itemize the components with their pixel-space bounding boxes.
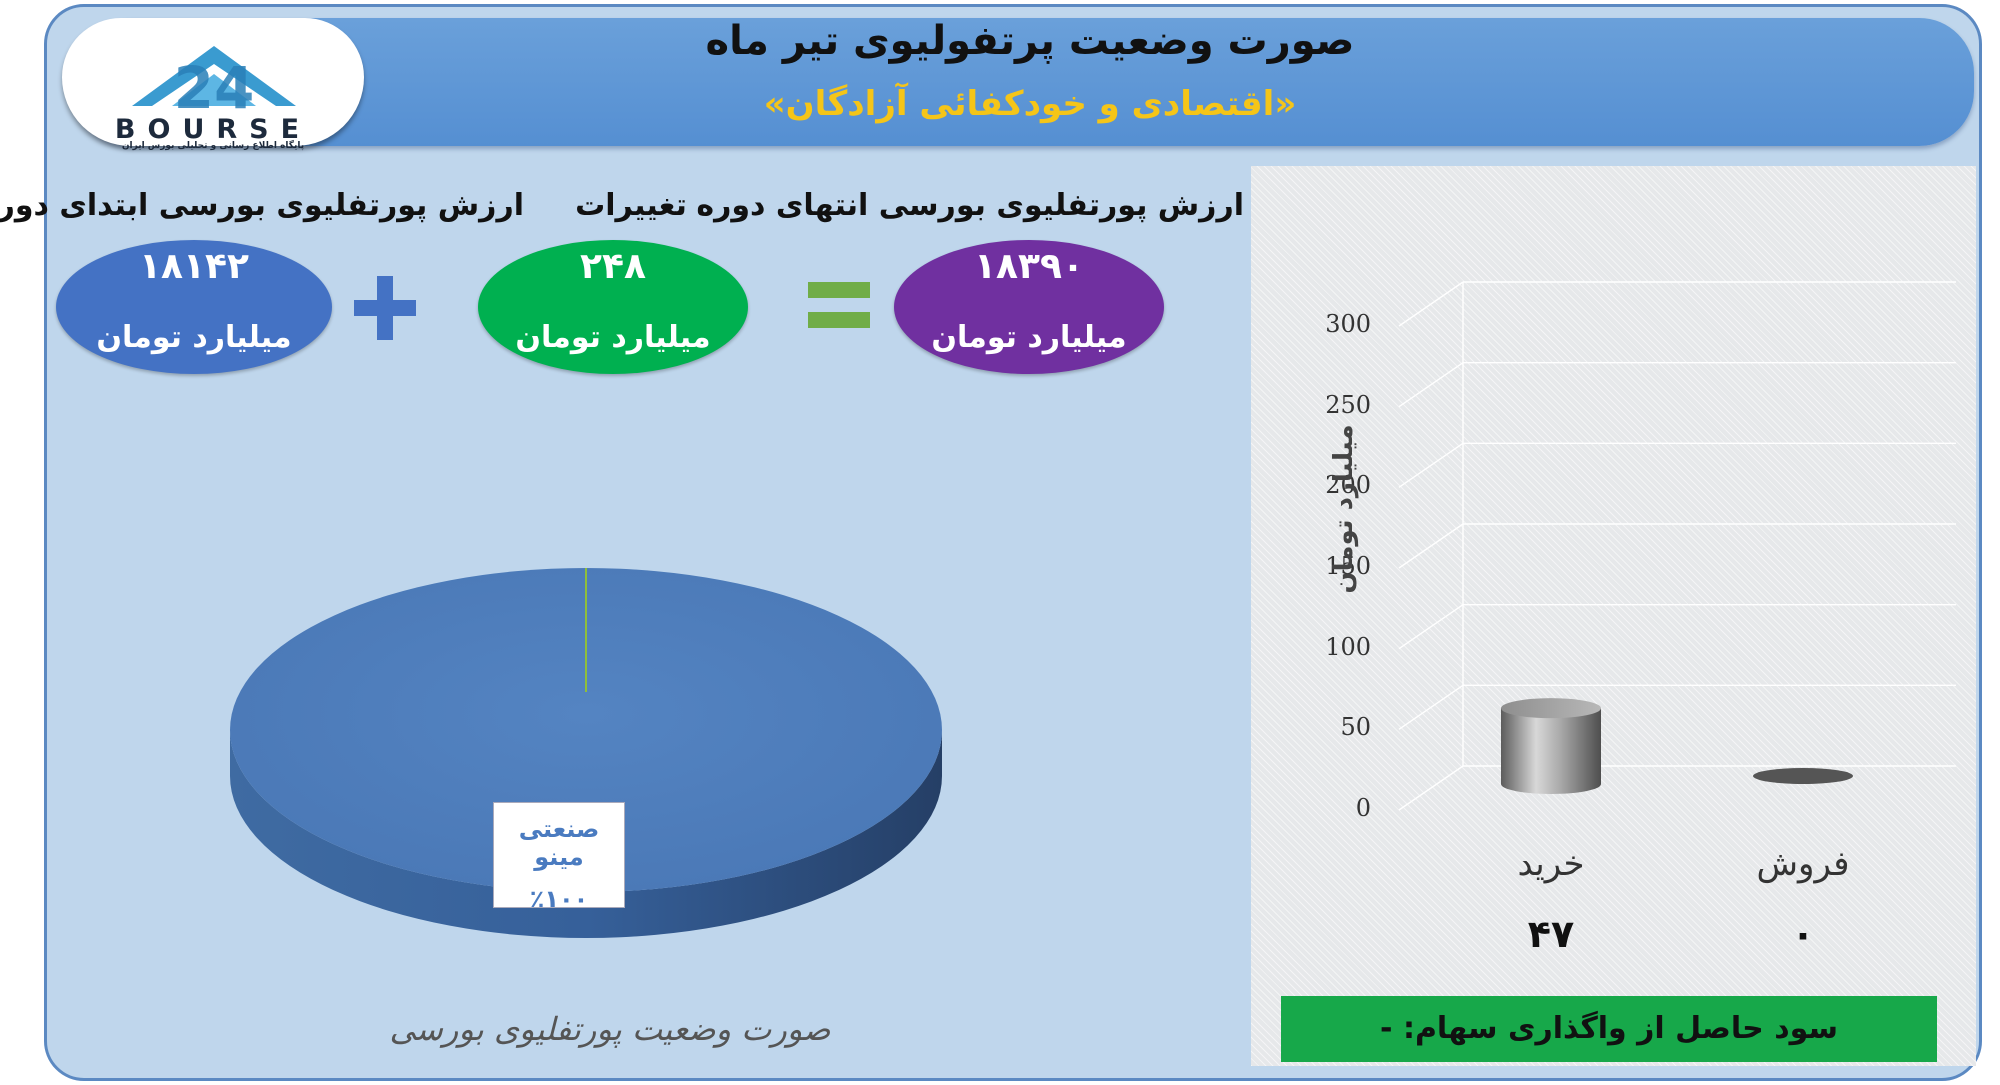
x-category-label: فروش xyxy=(1756,844,1850,884)
logo-mark: 24 xyxy=(174,54,255,122)
y-tick-label: 0 xyxy=(1355,794,1371,822)
bar-top xyxy=(1501,698,1601,719)
start-value: ۱۸۱۴۲ xyxy=(139,246,249,287)
change-unit: میلیارد تومان xyxy=(515,320,711,355)
x-category-label: خرید xyxy=(1517,844,1585,884)
end-value-label: ارزش پورتفلیوی بورسی انتهای دوره xyxy=(696,188,1244,223)
pie-slice-percent: ٪۱۰۰ xyxy=(529,885,589,913)
end-value: ۱۸۳۹۰ xyxy=(974,246,1084,287)
pie-slice xyxy=(230,568,942,892)
plus-icon xyxy=(354,276,416,340)
bar-value-label: ۰ xyxy=(1791,912,1815,956)
grid-line-diagonal xyxy=(1398,442,1464,488)
page-subtitle: «اقتصادی و خودکفائی آزادگان» xyxy=(763,84,1297,124)
end-value-oval: ۱۸۳۹۰ میلیارد تومان xyxy=(894,240,1164,374)
logo-tagline: پایگاه اطلاع رسانی و تحلیلی بورس ایران xyxy=(121,141,305,151)
y-tick-label: 250 xyxy=(1325,390,1371,419)
pie-chart-caption: صورت وضعیت پورتفلیوی بورسی xyxy=(389,1010,831,1048)
logo: 24 BOURSE پایگاه اطلاع رسانی و تحلیلی بو… xyxy=(62,18,364,151)
bar-chart-plot xyxy=(1398,281,1956,811)
y-tick-label: 100 xyxy=(1325,632,1371,661)
logo-word: BOURSE xyxy=(114,114,312,145)
equals-icon xyxy=(808,282,870,328)
grid-line-diagonal xyxy=(1398,604,1464,650)
grid-line-diagonal xyxy=(1398,281,1464,327)
pie-slice-side xyxy=(230,730,942,938)
pie-slice-label: صنعتی مینو ٪۱۰۰ xyxy=(493,802,625,913)
bar xyxy=(1501,708,1601,794)
pie-slice-name: صنعتی مینو xyxy=(518,815,600,871)
y-tick-label: 200 xyxy=(1325,471,1371,500)
change-oval: ۲۴۸ میلیارد تومان xyxy=(478,240,748,374)
y-tick-label: 50 xyxy=(1340,713,1371,742)
bar-value-label: ۴۷ xyxy=(1527,912,1575,956)
grid-line-diagonal xyxy=(1398,362,1464,408)
grid-line-diagonal xyxy=(1398,684,1464,730)
y-tick-label: 150 xyxy=(1325,552,1371,580)
y-axis-label: میلیارد تومان xyxy=(1329,424,1359,594)
bar xyxy=(1753,768,1853,784)
change-value: ۲۴۸ xyxy=(580,246,646,287)
grid-line-diagonal xyxy=(1398,523,1464,569)
trade-bar-chart: 0 50 100 150 200 250 300 میلیارد تومان خرید ۴۷ ف… xyxy=(1251,166,1976,1066)
share-sale-profit: سود حاصل از واگذاری سهام: - xyxy=(1281,996,1937,1062)
start-value-unit: میلیارد تومان xyxy=(96,320,292,355)
portfolio-pie-chart xyxy=(230,568,942,938)
end-value-unit: میلیارد تومان xyxy=(931,320,1127,355)
start-value-label: ارزش پورتفلیوی بورسی ابتدای دوره xyxy=(0,188,524,223)
change-label: تغییرات xyxy=(575,188,687,223)
title-banner xyxy=(70,18,1974,146)
grid-line-diagonal xyxy=(1398,765,1464,811)
logo-mountain-icon: 24 xyxy=(132,46,296,122)
start-value-oval: ۱۸۱۴۲ میلیارد تومان xyxy=(56,240,332,374)
y-tick-label: 300 xyxy=(1325,310,1371,338)
page-title: صورت وضعیت پرتفولیوی تیر ماه xyxy=(705,18,1355,64)
